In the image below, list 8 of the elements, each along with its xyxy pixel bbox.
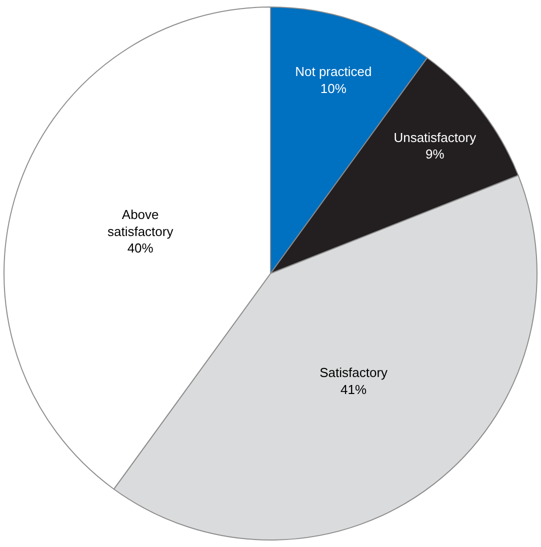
- data-label: 9%: [426, 146, 445, 162]
- slice-label: Above satisfactory: [107, 206, 174, 239]
- data-label: 10%: [320, 80, 347, 96]
- data-label: 40%: [127, 240, 154, 256]
- slice-label: Unsatisfactory: [394, 130, 477, 145]
- slice-label: Not practiced: [295, 64, 372, 79]
- data-label: 41%: [340, 382, 368, 397]
- slice-label: Satisfactory: [320, 364, 388, 380]
